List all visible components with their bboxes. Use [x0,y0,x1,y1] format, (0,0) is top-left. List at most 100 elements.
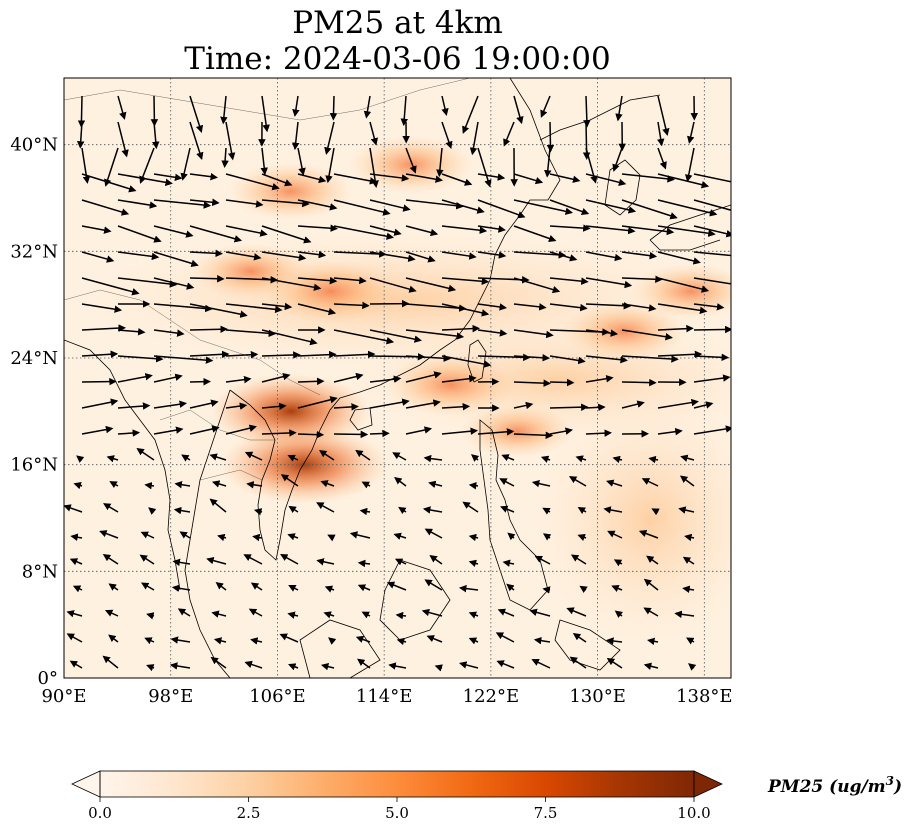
wind-arrow [513,173,544,185]
wind-arrow [117,225,162,243]
wind-arrow [81,303,123,313]
wind-arrow [398,506,407,515]
lon-tick-label: 114°E [356,686,413,707]
wind-arrow [513,225,557,243]
wind-arrow [221,147,229,168]
wind-arrow [684,533,695,542]
gridlines [64,78,731,678]
lat-tick-label: 0° [38,668,58,689]
wind-arrow [117,327,146,336]
wind-arrow [693,303,725,311]
wind-arrow [225,251,262,261]
wind-arrow [243,554,263,565]
wind-arrow [585,199,637,214]
map-frame [63,77,732,679]
wind-arrow [405,329,465,340]
wind-arrow [333,403,359,411]
wind-arrow [144,481,155,490]
wind-arrow [81,225,112,234]
wind-arrow [657,225,716,237]
lon-tick-label: 106°E [249,686,306,707]
wind-arrow [405,399,441,409]
wind-arrow [117,354,164,363]
wind-arrow [657,199,718,217]
wind-arrow [225,303,283,314]
wind-arrow [549,199,590,216]
wind-arrow [496,660,515,669]
wind-arrow [355,449,371,461]
wind-arrow [250,637,263,645]
wind-arrow [441,303,490,317]
wind-arrow [566,607,587,617]
wind-arrow [144,637,155,645]
wind-arrow [643,607,659,617]
map-subtitle-time: Time: 2024-03-06 19:00:00 [184,41,611,77]
wind-arrow [316,558,335,566]
wind-arrow [153,355,214,364]
wind-arrow [657,121,665,147]
wind-arrow [533,636,551,645]
pm25-hotspot [209,373,372,450]
wind-arrow [502,559,515,567]
wind-arrow [679,475,695,487]
wind-arrow [189,350,230,359]
wind-arrow [333,350,376,359]
colorbar-max-extend [693,770,723,798]
wind-arrow [333,329,395,345]
wind-arrow [621,275,663,283]
wind-arrow [357,658,371,669]
wind-arrow [607,530,623,539]
wind-arrow [261,199,310,208]
wind-arrow [405,199,464,210]
wind-arrow [69,660,83,669]
wind-arrow [211,610,227,618]
wind-arrow [333,372,364,383]
wind-arrow [297,250,327,259]
wind-arrow [288,584,299,592]
wind-arrow [682,556,695,565]
wind-arrow [180,147,191,181]
wind-arrow [693,225,731,238]
wind-arrow [477,225,506,233]
wind-arrow [291,121,300,151]
wind-arrow [181,454,191,462]
wind-arrow [657,427,683,436]
wind-arrow [66,610,83,618]
colorbar: 0.0 2.5 5.0 7.5 10.0 PM25 (ug/m3) [71,770,902,822]
wind-arrow [333,199,391,216]
wind-arrow [621,355,679,363]
wind-arrow [173,506,191,515]
wind-arrow [369,398,410,409]
wind-arrow [220,95,228,125]
wind-arrow [392,452,407,461]
wind-arrow [117,373,153,383]
wind-arrow [585,403,606,412]
wind-arrow [549,355,586,365]
wind-arrow [549,303,588,312]
wind-arrow [428,480,443,488]
wind-arrow [682,585,695,594]
wind-arrow [369,251,416,262]
wind-arrow [261,173,293,187]
wind-arrow [297,430,325,439]
wind-arrow [495,632,515,643]
wind-arrow [153,303,213,313]
wind-arrow [209,498,227,513]
wind-arrow [225,402,248,410]
colorbar-tick-label: 7.5 [534,804,558,822]
wind-arrow [693,199,731,211]
wind-arrow [693,353,730,362]
wind-arrow [103,503,119,513]
wind-arrow [657,277,710,293]
wind-arrow [261,277,322,291]
wind-arrow [405,277,457,292]
wind-arrow [513,303,547,311]
wind-arrow [225,173,280,191]
wind-arrow [106,455,119,463]
wind-arrow [688,663,697,671]
wind-arrow [651,508,660,516]
wind-arrow [497,608,515,617]
wind-arrow [369,173,410,182]
wind-arrow [583,95,591,128]
